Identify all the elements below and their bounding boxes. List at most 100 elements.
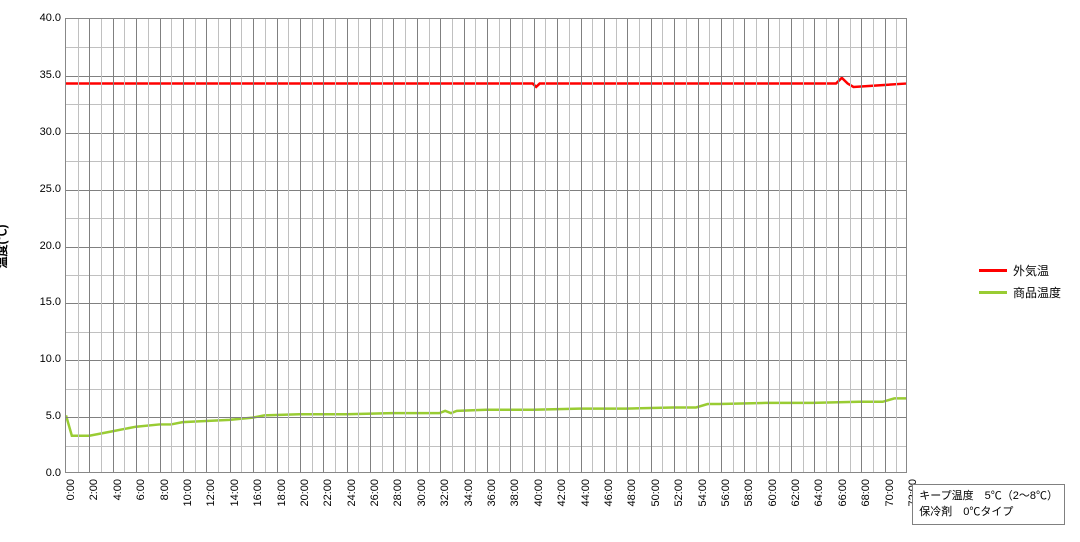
gridline-vertical	[253, 19, 254, 472]
x-tick-label: 42:00	[556, 479, 568, 539]
gridline-vertical-minor	[335, 19, 336, 472]
gridline-vertical	[230, 19, 231, 472]
gridline-vertical-minor	[265, 19, 266, 472]
note-line-2: 保冷剤 0℃タイプ	[919, 505, 1058, 520]
gridline-vertical-minor	[218, 19, 219, 472]
gridline-vertical-minor	[662, 19, 663, 472]
gridline-vertical-minor	[288, 19, 289, 472]
gridline-vertical-minor	[545, 19, 546, 472]
gridline-vertical-minor	[850, 19, 851, 472]
gridline-vertical-minor	[499, 19, 500, 472]
x-tick-label: 8:00	[159, 479, 171, 539]
x-tick-label: 44:00	[580, 479, 592, 539]
gridline-vertical-minor	[592, 19, 593, 472]
x-tick-label: 22:00	[322, 479, 334, 539]
gridline-vertical-minor	[896, 19, 897, 472]
gridline-vertical-minor	[826, 19, 827, 472]
x-tick-label: 24:00	[346, 479, 358, 539]
legend: 外気温 商品温度	[975, 255, 1065, 307]
gridline-vertical	[814, 19, 815, 472]
gridline-vertical-minor	[756, 19, 757, 472]
y-axis-label: 温度(℃)	[0, 225, 10, 269]
x-tick-label: 34:00	[463, 479, 475, 539]
gridline-vertical	[487, 19, 488, 472]
gridline-vertical-minor	[686, 19, 687, 472]
x-tick-label: 54:00	[697, 479, 709, 539]
legend-swatch-1	[979, 291, 1007, 294]
gridline-vertical-minor	[733, 19, 734, 472]
gridline-vertical-minor	[358, 19, 359, 472]
y-tick-label: 10.0	[21, 353, 61, 365]
x-tick-label: 16:00	[252, 479, 264, 539]
y-tick-label: 30.0	[21, 126, 61, 138]
y-tick-label: 20.0	[21, 240, 61, 252]
x-tick-label: 26:00	[369, 479, 381, 539]
gridline-vertical	[183, 19, 184, 472]
gridline-vertical-minor	[382, 19, 383, 472]
gridline-vertical-minor	[475, 19, 476, 472]
gridline-vertical-minor	[148, 19, 149, 472]
legend-label: 外気温	[1013, 262, 1049, 279]
y-tick-label: 15.0	[21, 296, 61, 308]
x-tick-label: 58:00	[743, 479, 755, 539]
x-tick-label: 46:00	[603, 479, 615, 539]
gridline-vertical	[861, 19, 862, 472]
gridline-vertical	[300, 19, 301, 472]
gridline-vertical-minor	[873, 19, 874, 472]
x-tick-label: 14:00	[229, 479, 241, 539]
gridline-vertical-minor	[709, 19, 710, 472]
gridline-vertical	[674, 19, 675, 472]
gridline-vertical	[627, 19, 628, 472]
legend-item: 商品温度	[979, 283, 1061, 301]
y-tick-label: 25.0	[21, 183, 61, 195]
gridline-vertical-minor	[124, 19, 125, 472]
x-tick-label: 64:00	[813, 479, 825, 539]
gridline-vertical-minor	[312, 19, 313, 472]
x-tick-label: 6:00	[135, 479, 147, 539]
gridline-vertical	[744, 19, 745, 472]
x-tick-label: 66:00	[837, 479, 849, 539]
gridline-vertical	[89, 19, 90, 472]
gridline-vertical-minor	[429, 19, 430, 472]
y-tick-label: 0.0	[21, 467, 61, 479]
gridline-vertical-minor	[171, 19, 172, 472]
x-tick-label: 70:00	[884, 479, 896, 539]
x-tick-label: 18:00	[276, 479, 288, 539]
gridline-vertical	[464, 19, 465, 472]
gridline-vertical	[651, 19, 652, 472]
x-tick-label: 32:00	[439, 479, 451, 539]
gridline-vertical	[113, 19, 114, 472]
x-tick-label: 10:00	[182, 479, 194, 539]
x-tick-label: 60:00	[767, 479, 779, 539]
gridline-vertical	[206, 19, 207, 472]
x-tick-label: 40:00	[533, 479, 545, 539]
y-tick-label: 40.0	[21, 12, 61, 24]
plot-area	[65, 18, 907, 473]
note-line-1: キープ温度 5℃（2～8℃）	[919, 489, 1058, 504]
x-tick-label: 56:00	[720, 479, 732, 539]
gridline-vertical	[557, 19, 558, 472]
x-tick-label: 28:00	[392, 479, 404, 539]
gridline-vertical-minor	[779, 19, 780, 472]
x-tick-label: 50:00	[650, 479, 662, 539]
x-tick-label: 62:00	[790, 479, 802, 539]
gridline-vertical	[417, 19, 418, 472]
gridline-vertical	[277, 19, 278, 472]
gridline-vertical-minor	[803, 19, 804, 472]
gridline-vertical-minor	[78, 19, 79, 472]
gridline-vertical	[136, 19, 137, 472]
x-tick-label: 0:00	[65, 479, 77, 539]
gridline-vertical	[838, 19, 839, 472]
gridline-vertical-minor	[616, 19, 617, 472]
x-tick-label: 68:00	[860, 479, 872, 539]
x-tick-label: 48:00	[626, 479, 638, 539]
chart-container: 温度(℃) 0.05.010.015.020.025.030.035.040.0…	[15, 10, 1065, 535]
x-tick-label: 30:00	[416, 479, 428, 539]
y-tick-label: 35.0	[21, 69, 61, 81]
gridline-vertical-minor	[241, 19, 242, 472]
gridline-vertical	[581, 19, 582, 472]
gridline-vertical	[791, 19, 792, 472]
legend-swatch-0	[979, 269, 1007, 272]
gridline-vertical	[393, 19, 394, 472]
gridline-vertical-minor	[405, 19, 406, 472]
